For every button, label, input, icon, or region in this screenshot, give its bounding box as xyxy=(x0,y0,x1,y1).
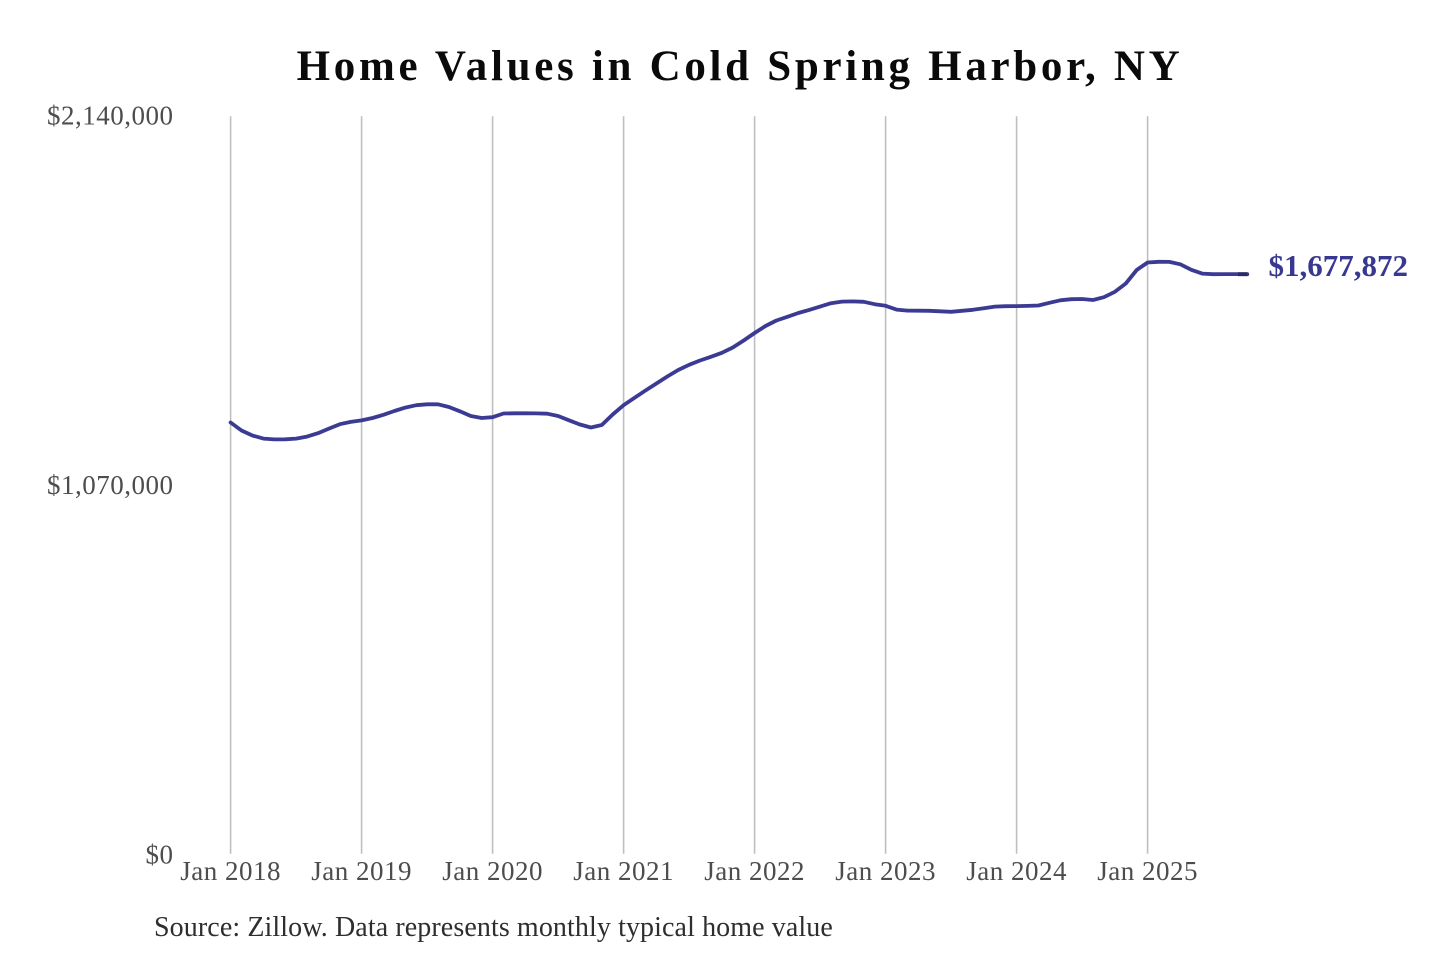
svg-text:Jan 2022: Jan 2022 xyxy=(704,856,805,886)
svg-text:$1,677,872: $1,677,872 xyxy=(1269,248,1409,283)
svg-text:$1,070,000: $1,070,000 xyxy=(47,470,174,500)
svg-text:Source: Zillow. Data represent: Source: Zillow. Data represents monthly … xyxy=(154,912,833,943)
svg-text:Jan 2021: Jan 2021 xyxy=(573,856,674,886)
svg-text:Jan 2024: Jan 2024 xyxy=(966,856,1067,886)
svg-text:Jan 2019: Jan 2019 xyxy=(311,856,412,886)
svg-text:Jan 2025: Jan 2025 xyxy=(1097,856,1198,886)
svg-text:$0: $0 xyxy=(146,840,174,870)
svg-text:$2,140,000: $2,140,000 xyxy=(47,100,174,130)
svg-text:Jan 2020: Jan 2020 xyxy=(442,856,543,886)
svg-text:Home Values in Cold Spring Har: Home Values in Cold Spring Harbor, NY xyxy=(297,43,1184,90)
svg-text:Jan 2018: Jan 2018 xyxy=(180,856,281,886)
svg-text:Jan 2023: Jan 2023 xyxy=(835,856,936,886)
